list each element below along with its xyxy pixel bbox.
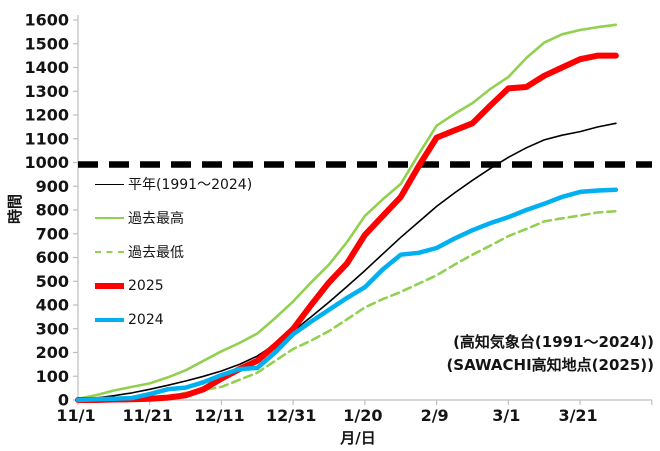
series-year-2024-line <box>75 187 619 403</box>
x-tick-label: 12/11 <box>194 406 244 425</box>
y-tick-label: 1500 <box>24 34 69 53</box>
legend-item-year-2025: 2025 <box>95 269 252 303</box>
legend-label-year-2025: 2025 <box>128 278 164 294</box>
legend-item-normal: 平年(1991〜2024) <box>95 167 252 201</box>
legend-label-record-high: 過去最高 <box>128 211 184 227</box>
y-tick-label: 700 <box>36 224 69 243</box>
y-tick-label: 100 <box>36 367 69 386</box>
y-tick-label: 1200 <box>24 106 69 125</box>
x-tick-label: 3/1 <box>492 406 520 425</box>
legend: 平年(1991〜2024) 過去最高過去最低 2025 2024 <box>95 167 252 337</box>
legend-swatch-normal <box>95 183 124 185</box>
x-axis-title: 月/日 <box>340 429 376 447</box>
y-tick-label: 1000 <box>24 153 69 172</box>
x-tick-label: 1/20 <box>343 406 382 425</box>
x-tick-label: 2/9 <box>421 406 449 425</box>
legend-item-record-low: 過去最低 <box>95 235 252 269</box>
x-tick-label: 11/21 <box>123 406 173 425</box>
x-tick-label: 12/31 <box>266 406 316 425</box>
legend-item-year-2024: 2024 <box>95 303 252 337</box>
legend-swatch-record-high <box>95 217 124 219</box>
legend-swatch-year-2025 <box>95 283 124 289</box>
legend-swatch-record-low <box>95 251 124 253</box>
y-tick-label: 1600 <box>24 11 69 30</box>
legend-label-year-2024: 2024 <box>128 312 164 328</box>
y-tick-label: 900 <box>36 177 69 196</box>
legend-item-record-high: 過去最高 <box>95 201 252 235</box>
y-tick-label: 1300 <box>24 82 69 101</box>
series-record-high-line <box>76 23 618 401</box>
y-tick-label: 1100 <box>24 129 69 148</box>
legend-swatch-year-2024 <box>95 318 124 322</box>
y-tick-label: 400 <box>36 296 69 315</box>
legend-label-record-low: 過去最低 <box>128 245 184 261</box>
y-tick-label: 1400 <box>24 58 69 77</box>
y-tick-label: 200 <box>36 343 69 362</box>
series-normal-line <box>77 122 617 401</box>
y-tick-label: 0 <box>58 391 69 410</box>
x-tick-label: 3/21 <box>558 406 597 425</box>
y-axis-title: 時間 <box>6 193 24 224</box>
x-tick-label: 11/1 <box>56 406 95 425</box>
annotation-line-1: (高知気象台(1991〜2024)) <box>453 333 654 351</box>
series-year-2025-line <box>75 52 619 403</box>
y-tick-label: 600 <box>36 248 69 267</box>
annotation-line-2: (SAWACHI高知地点(2025)) <box>446 356 654 374</box>
y-tick-label: 300 <box>36 319 69 338</box>
y-tick-label: 800 <box>36 201 69 220</box>
legend-label-normal: 平年(1991〜2024) <box>128 177 253 193</box>
y-tick-label: 500 <box>36 272 69 291</box>
source-annotations: (高知気象台(1991〜2024)) (SAWACHI高知地点(2025)) <box>446 331 654 377</box>
